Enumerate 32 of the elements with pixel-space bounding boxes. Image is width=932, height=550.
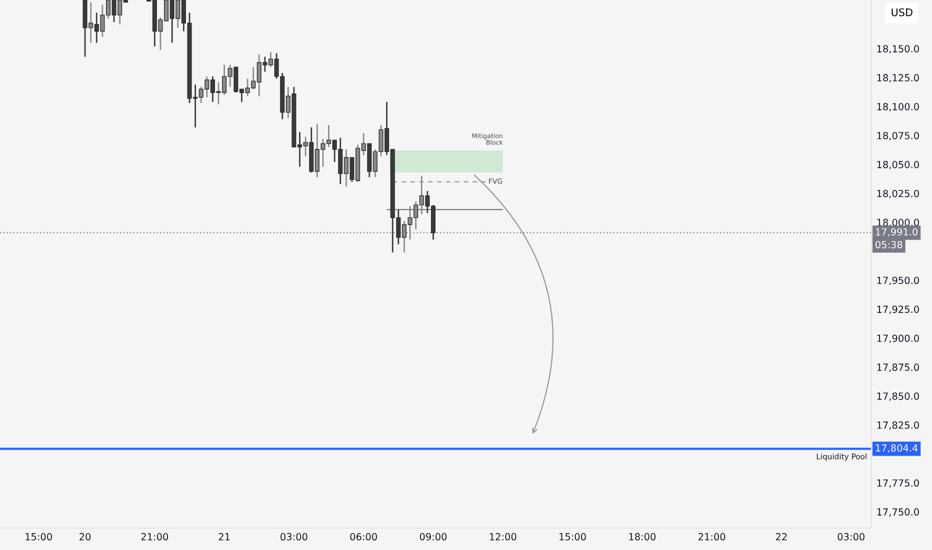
y-tick-label: 17,750.0 xyxy=(877,508,919,517)
y-axis-title: USD xyxy=(892,8,912,16)
x-tick-label: 06:00 xyxy=(350,533,377,540)
x-tick-label: 20 xyxy=(80,533,91,540)
x-tick-label: 09:00 xyxy=(420,533,447,540)
y-tick-label: 18,050.0 xyxy=(877,160,919,170)
x-tick-label: 03:00 xyxy=(280,533,308,540)
text: 05:38 xyxy=(876,240,902,248)
x-tick-label: 03:00 xyxy=(838,533,864,540)
ref-line-label: 17,991.0 xyxy=(876,228,918,237)
y-tick-label: 18,100.0 xyxy=(877,103,919,112)
x-tick-label: 18:00 xyxy=(629,533,656,540)
y-tick-label: 17,925.0 xyxy=(877,306,919,314)
y-tick-label: 17,775.0 xyxy=(877,479,919,488)
x-tick-label: 15:00 xyxy=(26,533,52,540)
y-tick-label: 18,000.0 xyxy=(877,218,919,228)
ref-line-label: 17,804.4 xyxy=(876,444,918,453)
x-tick-label: 15:00 xyxy=(560,533,586,540)
y-tick-label: 18,075.0 xyxy=(877,132,919,140)
y-tick-label: 18,125.0 xyxy=(877,74,919,82)
x-tick-label: 21:00 xyxy=(698,533,726,540)
x-tick-label: 21:00 xyxy=(141,533,168,540)
y-tick-label: 18,025.0 xyxy=(877,190,919,198)
x-tick-label: 22 xyxy=(776,533,787,540)
x-tick-label: 21 xyxy=(218,533,230,540)
y-tick-label: 17,950.0 xyxy=(877,276,919,286)
y-tick-label: 17,850.0 xyxy=(877,392,919,401)
x-tick-label: 12:00 xyxy=(490,533,516,540)
y-tick-label: 17,900.0 xyxy=(877,334,919,343)
y-tick-label: 17,875.0 xyxy=(877,364,919,372)
y-tick-label: 17,825.0 xyxy=(877,421,919,430)
y-tick-label: 18,150.0 xyxy=(877,45,919,54)
